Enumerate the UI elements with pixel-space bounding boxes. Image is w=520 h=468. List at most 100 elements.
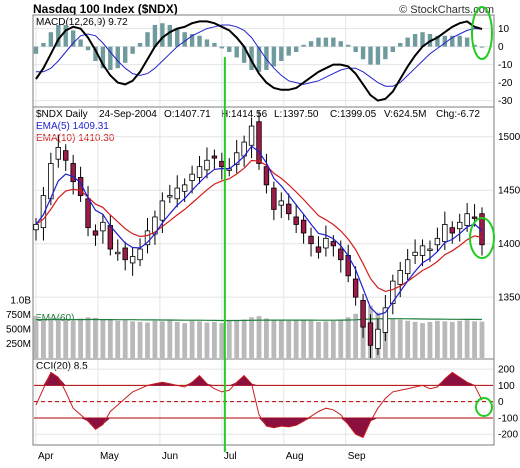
macd-histogram-bar bbox=[78, 39, 83, 47]
ema10-legend: EMA(10) 1410.30 bbox=[36, 133, 115, 144]
price-candle-body bbox=[256, 121, 262, 164]
volume-bar bbox=[293, 319, 299, 358]
volume-bar bbox=[197, 321, 202, 358]
price-candle-body bbox=[308, 235, 314, 245]
macd-histogram-bar bbox=[390, 46, 395, 52]
macd-histogram-bar bbox=[331, 37, 336, 47]
volume-bar bbox=[449, 321, 455, 358]
cci-tick-label: -100 bbox=[498, 413, 518, 424]
price-candle-body bbox=[92, 230, 99, 236]
volume-bar bbox=[472, 321, 477, 358]
macd-tick-label: 0 bbox=[498, 42, 504, 53]
volume-bar bbox=[271, 319, 277, 358]
volume-bar bbox=[338, 319, 344, 358]
macd-histogram-bar bbox=[464, 37, 470, 47]
macd-histogram-bar bbox=[241, 46, 247, 63]
volume-bar bbox=[122, 320, 128, 358]
volume-bar bbox=[353, 313, 359, 358]
month-tick-label: Jun bbox=[162, 451, 178, 462]
volume-bar bbox=[330, 320, 336, 358]
volume-bar bbox=[427, 321, 433, 358]
macd-histogram-bar bbox=[398, 43, 403, 47]
volume-bar bbox=[204, 322, 210, 358]
price-candle-body bbox=[449, 227, 455, 234]
volume-bar bbox=[48, 317, 54, 358]
macd-histogram-bar bbox=[197, 35, 202, 47]
macd-histogram-bar bbox=[360, 46, 366, 60]
macd-histogram-bar bbox=[405, 37, 410, 47]
quote-change: Chg:-6.72 bbox=[436, 109, 480, 120]
macd-histogram-bar bbox=[316, 37, 321, 47]
macd-histogram-bar bbox=[301, 44, 306, 47]
price-candle-body bbox=[412, 251, 418, 256]
month-tick-label: May bbox=[100, 451, 119, 462]
price-candle-body bbox=[471, 216, 478, 219]
macd-histogram-bar bbox=[93, 46, 98, 61]
cci-tick-label: 200 bbox=[498, 365, 515, 376]
price-candle-body bbox=[397, 270, 403, 285]
volume-bar bbox=[412, 321, 418, 358]
price-candle-body bbox=[181, 184, 188, 192]
highlight-circle bbox=[475, 397, 493, 417]
volume-bar bbox=[107, 319, 113, 358]
volume-bar bbox=[55, 317, 61, 358]
month-tick-label: Jul bbox=[224, 451, 237, 462]
price-candle-body bbox=[286, 203, 292, 215]
price-candle-body bbox=[137, 248, 143, 261]
macd-histogram-bar bbox=[450, 35, 455, 47]
volume-bar bbox=[78, 318, 83, 358]
price-candle-body bbox=[40, 195, 47, 229]
macd-histogram-bar bbox=[160, 23, 165, 47]
macd-histogram-bar bbox=[249, 46, 254, 70]
volume-bar bbox=[464, 320, 470, 358]
volume-bar bbox=[152, 320, 158, 358]
cci-tick-label: 0 bbox=[498, 397, 504, 408]
cci-label: CCI(20) 8.5 bbox=[36, 361, 88, 372]
volume-bar bbox=[278, 320, 284, 358]
macd-histogram-bar bbox=[182, 32, 187, 47]
macd-histogram-bar bbox=[368, 46, 373, 65]
macd-histogram-bar bbox=[108, 46, 113, 70]
volume-tick-label: 500M bbox=[6, 324, 31, 335]
macd-tick-label: -20 bbox=[498, 78, 513, 89]
macd-histogram-bar bbox=[412, 34, 418, 47]
volume-bar bbox=[145, 322, 150, 358]
price-candle-body bbox=[300, 219, 307, 234]
macd-histogram-bar bbox=[227, 46, 232, 52]
macd-histogram-bar bbox=[420, 32, 425, 47]
macd-histogram-bar bbox=[338, 41, 343, 47]
price-candle-body bbox=[115, 251, 121, 255]
macd-histogram-bar bbox=[256, 46, 262, 72]
macd-histogram-bar bbox=[264, 46, 269, 70]
volume-bar bbox=[234, 320, 240, 358]
month-tick-label: Aug bbox=[286, 451, 304, 462]
price-candle-body bbox=[248, 125, 255, 146]
volume-bar bbox=[286, 320, 292, 358]
macd-tick-label: -30 bbox=[498, 96, 513, 107]
macd-histogram-bar bbox=[383, 46, 388, 60]
volume-tick-label: 1.0B bbox=[10, 295, 31, 306]
volume-ema60-line bbox=[36, 318, 483, 322]
volume-bar bbox=[93, 317, 98, 358]
highlight-circle bbox=[469, 217, 495, 259]
price-candle-body bbox=[442, 224, 448, 242]
volume-bar bbox=[167, 320, 173, 358]
macd-histogram-bar bbox=[70, 30, 76, 47]
ema5-legend: EMA(5) 1409.31 bbox=[36, 121, 109, 132]
macd-histogram-bar bbox=[375, 46, 381, 65]
macd-histogram-bar bbox=[234, 46, 239, 58]
macd-tick-label: 10 bbox=[498, 24, 510, 35]
price-candle-body bbox=[278, 200, 284, 206]
volume-bar bbox=[457, 320, 463, 358]
price-candle-body bbox=[33, 224, 39, 231]
macd-histogram-bar bbox=[204, 39, 210, 47]
volume-bar bbox=[85, 317, 91, 358]
macd-histogram-bar bbox=[212, 43, 217, 47]
volume-tick-label: 750M bbox=[6, 310, 31, 321]
volume-bar bbox=[345, 317, 351, 358]
price-candle-body bbox=[122, 247, 128, 261]
highlight-circle bbox=[471, 6, 493, 60]
price-candle-body bbox=[219, 160, 225, 168]
volume-bar bbox=[323, 321, 329, 358]
